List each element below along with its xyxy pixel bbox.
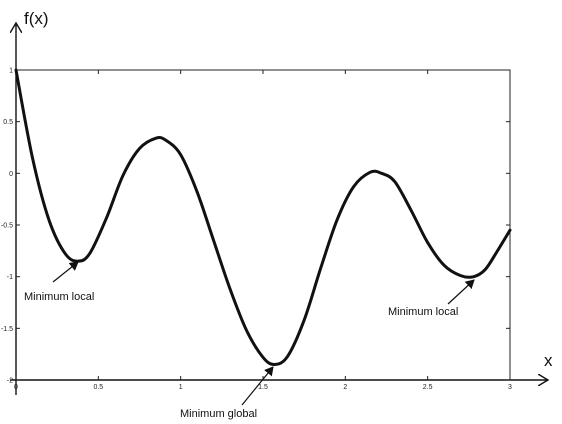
annotation-local-min-left: Minimum local [24,261,94,303]
y-tick-label: -0.5 [1,223,13,230]
x-axis-title: x [544,351,553,370]
x-tick-label: 2.5 [423,384,433,391]
annotation-arrow [52,261,79,283]
y-tick-label: 0 [9,171,13,178]
y-ticks: 1 0.5 0 -0.5 -1 -1.5 -2 [1,68,510,385]
y-tick-label: -1 [7,274,13,281]
annotation-label: Minimum global [180,408,257,420]
y-tick-label: 1 [9,68,13,75]
x-tick-label: 0.5 [93,384,103,391]
x-tick-label: 0 [14,384,18,391]
x-tick-label: 1.5 [258,384,268,391]
y-axis-title: f(x) [24,9,49,28]
y-tick-label: -2 [7,378,13,385]
annotation-label: Minimum local [24,291,94,303]
function-curve [14,68,512,367]
plot-frame [15,69,511,381]
y-tick-label: -1.5 [1,326,13,333]
x-tick-label: 3 [508,384,512,391]
y-tick-label: 0.5 [3,119,13,126]
annotation-local-min-right: Minimum local [388,279,475,318]
annotation-arrow [241,366,274,406]
x-tick-label: 1 [179,384,183,391]
annotation-global-min: Minimum global [180,366,274,420]
annotation-arrow [447,279,475,305]
x-tick-label: 2 [343,384,347,391]
x-ticks: 0 0.5 1 1.5 2 2.5 3 [14,70,512,391]
annotation-label: Minimum local [388,306,458,318]
